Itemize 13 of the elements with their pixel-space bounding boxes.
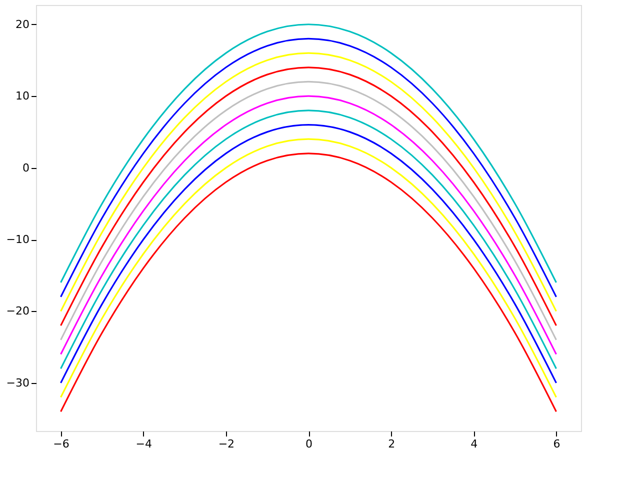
x-tick-label: 4 [470, 438, 478, 450]
y-tick-label: 0 [22, 161, 30, 174]
y-tick-label: 10 [16, 90, 30, 103]
x-tick-label: −6 [53, 438, 70, 450]
y-tick-label: 20 [16, 18, 30, 31]
y-tick-label: −20 [6, 304, 30, 318]
x-tick-label: 6 [553, 438, 560, 450]
x-tick-label: −2 [218, 438, 235, 450]
y-tick-label: −30 [6, 376, 30, 390]
x-tick-label: 2 [388, 438, 396, 450]
y-tick-label: −10 [6, 233, 30, 246]
x-tick-label: −4 [136, 438, 152, 450]
x-tick-label: 0 [306, 438, 312, 450]
